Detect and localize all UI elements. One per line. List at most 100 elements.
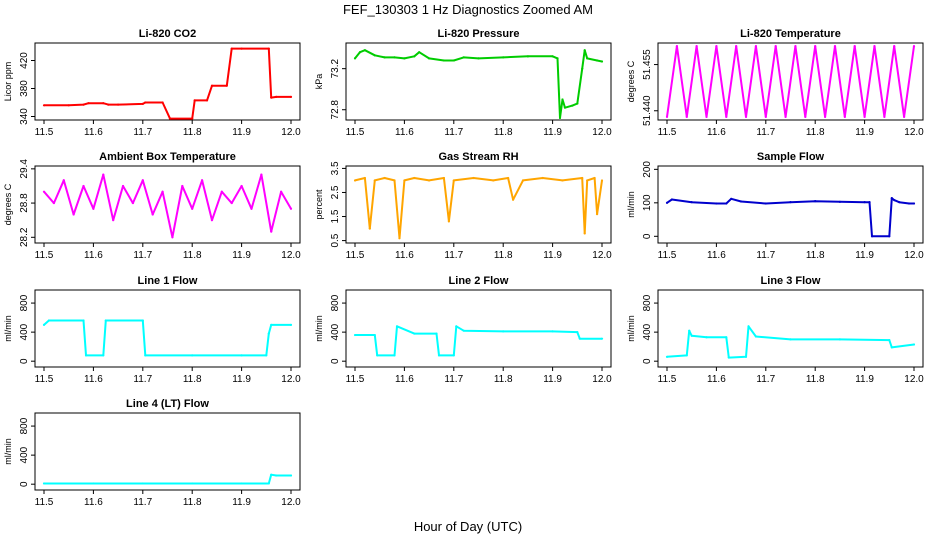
data-point	[270, 323, 273, 326]
x-tick-label: 11.6	[395, 127, 414, 138]
x-tick-label: 11.6	[707, 250, 726, 261]
data-point	[586, 179, 589, 182]
data-point	[764, 115, 767, 119]
y-tick-label: 380	[19, 80, 30, 97]
data-point	[418, 51, 421, 54]
data-point	[435, 332, 438, 335]
x-tick-label: 12.0	[592, 250, 612, 261]
data-point	[42, 190, 46, 193]
data-point	[82, 103, 85, 106]
x-tick-label: 11.8	[183, 497, 202, 508]
data-point	[442, 59, 446, 62]
panel-4: Ambient Box Temperature degrees C 11.5 11.6…	[3, 151, 301, 261]
data-point	[112, 219, 115, 222]
data-point	[102, 102, 105, 105]
data-point	[452, 179, 455, 182]
data-point	[358, 51, 362, 54]
data-point	[774, 44, 777, 48]
data-point	[403, 57, 406, 60]
x-tick-label: 11.5	[658, 250, 677, 261]
data-point	[685, 354, 688, 357]
data-point	[705, 115, 708, 119]
data-point	[141, 319, 144, 322]
y-tick-label: 73.2	[330, 58, 341, 78]
data-point	[747, 325, 750, 328]
data-point	[843, 115, 846, 119]
data-point	[452, 59, 455, 62]
x-tick-label: 12.0	[904, 250, 924, 261]
data-point	[784, 115, 787, 119]
data-point	[462, 329, 465, 332]
data-point	[576, 102, 579, 105]
data-point	[735, 44, 738, 48]
data-point	[87, 102, 90, 105]
data-point	[102, 354, 105, 357]
data-point	[398, 237, 401, 240]
panels-grid: Li-820 CO2 Licor ppm 11.5 11.6 11.7 11.8 11.9 1…	[3, 28, 924, 508]
data-point	[804, 115, 807, 119]
panel-title: Line 4 (LT) Flow	[126, 398, 209, 410]
data-point	[507, 176, 510, 180]
panel-title: Line 1 Flow	[138, 275, 198, 287]
data-point	[502, 56, 505, 59]
plot-frame	[345, 289, 612, 368]
panel-10: Line 4 (LT) Flow ml/min 11.5 11.6 11.7 11.8 11…	[3, 398, 301, 508]
data-point	[230, 201, 233, 205]
data-point	[67, 104, 70, 107]
panel-title: Line 2 Flow	[449, 275, 509, 287]
data-point	[595, 59, 599, 62]
data-point	[477, 57, 480, 60]
data-point	[442, 176, 446, 180]
data-point	[853, 44, 856, 48]
x-tick-label: 11.8	[806, 127, 825, 138]
data-point	[117, 103, 120, 106]
data-point	[581, 67, 584, 70]
x-tick-label: 11.8	[806, 250, 825, 261]
data-point	[413, 176, 416, 180]
x-tick-label: 11.7	[444, 374, 463, 385]
data-point	[561, 179, 564, 182]
data-point	[230, 47, 233, 50]
data-point	[403, 179, 406, 182]
panel-2: Li-820 Pressure kPa 11.5 11.6 11.7 11.8 11.9 12…	[314, 28, 612, 138]
x-tick-label: 11.5	[35, 497, 54, 508]
panel-6: Sample Flow ml/min 11.5 11.6 11.7 11.8 11.9 12.…	[626, 151, 924, 261]
y-tick-label: 0	[19, 358, 30, 364]
data-point	[428, 179, 431, 182]
x-tick-label: 11.7	[756, 127, 775, 138]
data-point	[353, 333, 357, 337]
x-tick-label: 11.5	[35, 250, 54, 261]
data-point	[685, 115, 688, 119]
y-tick-label: 28.8	[19, 193, 30, 213]
x-tick-label: 11.6	[84, 250, 103, 261]
data-point	[42, 482, 46, 485]
x-tick-label: 11.9	[543, 374, 562, 385]
data-point	[883, 115, 886, 119]
x-tick-label: 11.7	[756, 374, 775, 385]
data-point	[744, 115, 748, 119]
panel-9: Line 3 Flow ml/min 11.5 11.6 11.7 11.8 11.9 12.…	[626, 275, 924, 385]
data-point	[191, 354, 194, 357]
y-axis-label: ml/min	[3, 315, 13, 342]
data-point	[898, 201, 901, 204]
data-point	[556, 57, 559, 60]
x-tick-label: 11.7	[756, 250, 775, 261]
x-tick-label: 11.8	[494, 374, 513, 385]
data-point	[888, 339, 891, 342]
panel-7: Line 1 Flow ml/min 11.5 11.6 11.7 11.8 11.9 12.…	[3, 275, 301, 385]
data-point	[373, 179, 376, 182]
data-point	[82, 319, 85, 322]
data-point	[725, 115, 728, 119]
x-tick-label: 11.7	[444, 250, 463, 261]
x-tick-label: 12.0	[281, 250, 301, 261]
data-point	[794, 44, 797, 48]
data-point	[583, 232, 586, 235]
x-tick-label: 11.8	[183, 250, 202, 261]
y-tick-label: 51.440	[642, 95, 653, 126]
data-point	[104, 319, 107, 322]
data-point	[863, 115, 866, 119]
data-point	[665, 355, 669, 358]
data-point	[511, 198, 515, 201]
data-point	[814, 44, 817, 48]
x-tick-label: 11.6	[395, 374, 414, 385]
